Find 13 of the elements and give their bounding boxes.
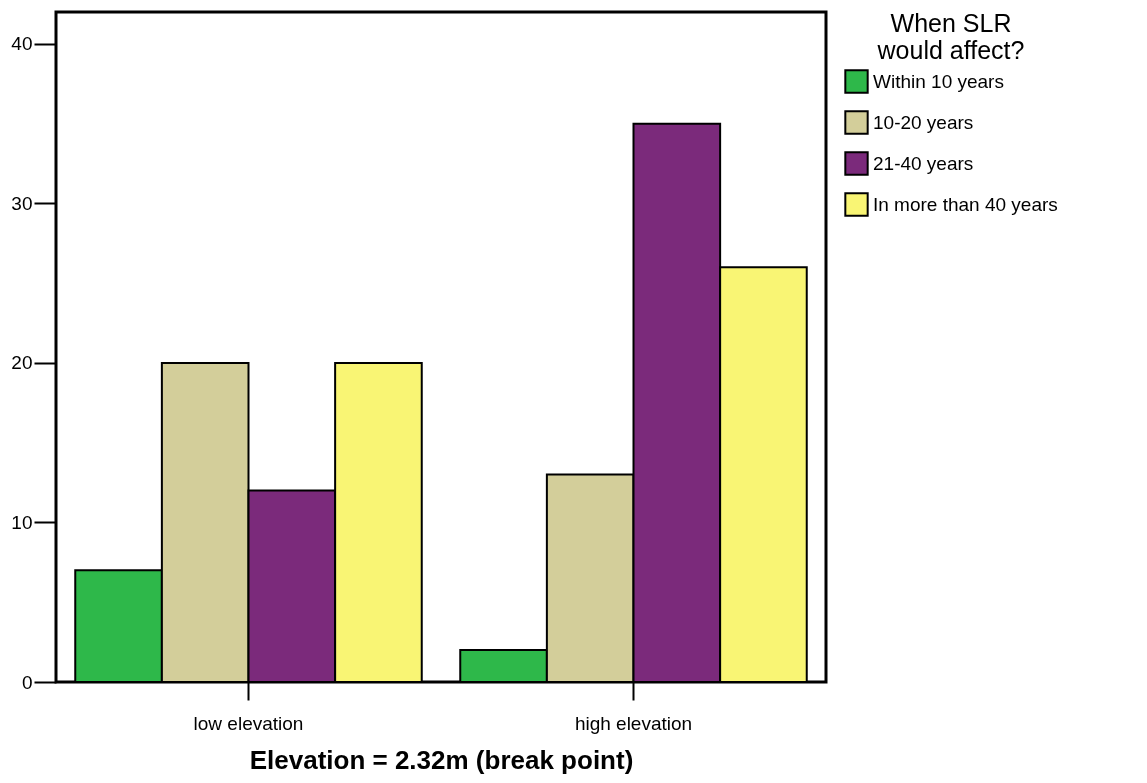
y-tick-label: 40 <box>11 33 33 55</box>
y-tick-label: 0 <box>21 671 33 693</box>
legend-label: 21-40 years <box>873 152 974 174</box>
x-tick-label: high elevation <box>574 712 693 734</box>
x-axis-title: Elevation = 2.32m (break point) <box>249 744 634 775</box>
y-tick-label: 20 <box>11 352 33 374</box>
y-tick-label: 10 <box>11 511 33 533</box>
legend-label: Within 10 years <box>873 70 1004 92</box>
legend-label: In more than 40 years <box>873 193 1058 215</box>
x-tick-label: low elevation <box>193 712 304 734</box>
legend-label: 10-20 years <box>873 111 974 133</box>
y-tick-label: 30 <box>11 192 33 214</box>
legend-title: When SLR would affect? <box>876 9 1025 64</box>
